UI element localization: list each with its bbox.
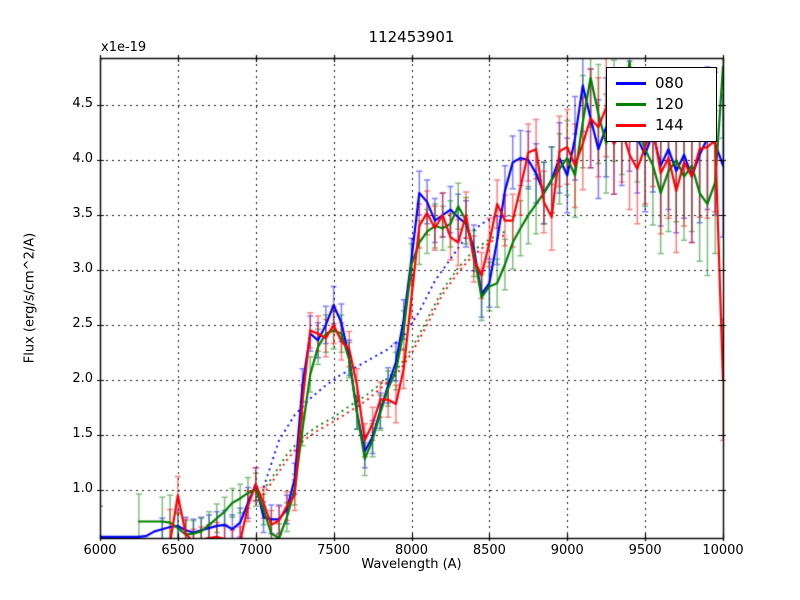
legend-line-sample-144	[616, 124, 646, 127]
legend-entry-120: 120	[616, 94, 707, 115]
y-tick-label-3.5: 3.5	[72, 206, 93, 222]
x-tick-label-9000: 9000	[550, 543, 584, 558]
x-tick-label-10000: 10000	[702, 543, 744, 558]
y-tick-label-4.0: 4.0	[72, 151, 93, 167]
legend-entry-144: 144	[616, 115, 707, 136]
plot-title: 112453901	[368, 28, 455, 46]
legend-line-sample-080	[616, 82, 646, 85]
legend-label-144: 144	[655, 116, 684, 134]
x-axis-label: Wavelength (A)	[361, 557, 462, 572]
y-tick-label-1.5: 1.5	[72, 425, 93, 441]
y-tick-label-1.0: 1.0	[72, 480, 93, 496]
y-tick-label-3.0: 3.0	[72, 260, 93, 276]
x-tick-label-7000: 7000	[239, 543, 273, 558]
x-tick-label-6500: 6500	[161, 543, 195, 558]
x-tick-label-8000: 8000	[394, 543, 429, 558]
x-tick-label-8500: 8500	[472, 543, 506, 558]
y-axis-offset-label: x1e-19	[101, 40, 147, 55]
legend-label-080: 080	[655, 74, 684, 92]
y-axis-label: Flux (erg/s/cm^2/A)	[22, 232, 38, 364]
y-tick-label-4.5: 4.5	[72, 96, 93, 112]
legend-entry-080: 080	[616, 73, 707, 94]
legend-label-120: 120	[655, 95, 684, 113]
x-tick-label-6000: 6000	[83, 543, 117, 558]
x-tick-label-9500: 9500	[628, 543, 662, 558]
x-tick-label-7500: 7500	[317, 543, 351, 558]
legend: 080 120 144	[606, 67, 717, 142]
y-tick-label-2.0: 2.0	[72, 370, 93, 386]
legend-line-sample-120	[616, 103, 646, 106]
y-tick-label-2.5: 2.5	[72, 315, 93, 331]
